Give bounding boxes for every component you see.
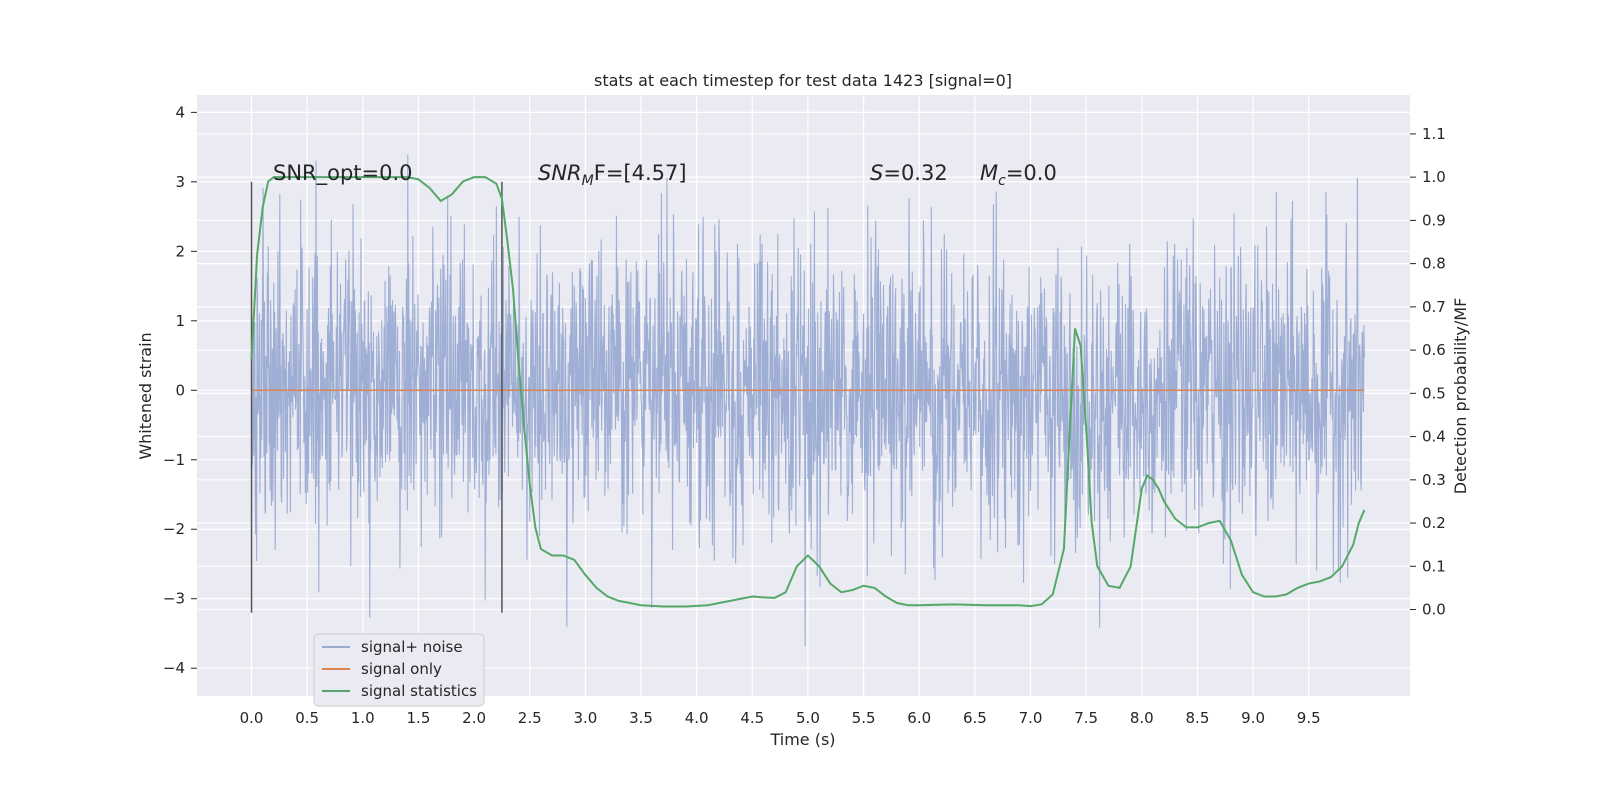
annotation-s: S=0.32 xyxy=(870,161,948,185)
y-left-tick-label: 0 xyxy=(175,381,185,399)
annotation-snr-opt: SNR_opt=0.0 xyxy=(273,161,413,186)
x-tick-label: 1.5 xyxy=(407,709,431,727)
y-axis-label-left: Whitened strain xyxy=(136,332,155,459)
y-left-tick-label: −3 xyxy=(163,590,185,608)
signal-noise-line xyxy=(250,154,1365,647)
y-left-tick-label: −2 xyxy=(163,520,185,538)
legend: signal+ noise signal only signal statist… xyxy=(313,633,485,707)
x-tick-label: 8.5 xyxy=(1186,709,1210,727)
y-right-tick-label: 1.0 xyxy=(1422,168,1446,186)
annotation-snr-mf-sub: M xyxy=(582,173,594,189)
legend-label-signal-statistics: signal statistics xyxy=(361,682,477,700)
annotation-s-prefix: S xyxy=(870,161,883,185)
y-right-tick-label: 0.5 xyxy=(1422,384,1446,402)
x-tick-label: 3.5 xyxy=(629,709,653,727)
signal-noise-series xyxy=(250,154,1365,647)
y-right-tick-label: 0.2 xyxy=(1422,514,1446,532)
y-left-tick-label: 2 xyxy=(175,242,185,260)
legend-box xyxy=(313,633,485,707)
x-tick-label: 3.0 xyxy=(573,709,597,727)
y-right-tick-label: 0.8 xyxy=(1422,255,1446,273)
signal-statistics-line xyxy=(250,176,1366,608)
annotation-snr-mf-suffix: F=[4.57] xyxy=(594,161,687,185)
annotation-mc-value: =0.0 xyxy=(1006,161,1057,185)
annotation-snr-mf: SNRMF=[4.57] xyxy=(538,161,687,189)
legend-label-signal-noise: signal+ noise xyxy=(361,638,463,656)
x-axis-label: Time (s) xyxy=(769,730,835,749)
legend-label-signal-only: signal only xyxy=(361,660,442,678)
y-right-tick-label: 0.6 xyxy=(1422,341,1446,359)
x-tick-label: 0.5 xyxy=(295,709,319,727)
axes: 0.0 0.5 1.0 1.5 2.0 2.5 3.0 3.5 4.0 4.5 5.0 5.5 6.0 6… xyxy=(163,103,1446,727)
annotation-mc-prefix: M xyxy=(980,161,998,185)
x-tick-label: 2.5 xyxy=(518,709,542,727)
y-left-tick-label: −4 xyxy=(163,659,185,677)
x-tick-label: 9.0 xyxy=(1241,709,1265,727)
x-tick-label: 8.0 xyxy=(1130,709,1154,727)
x-tick-label: 4.5 xyxy=(740,709,764,727)
x-tick-label: 7.5 xyxy=(1074,709,1098,727)
x-tick-label: 7.0 xyxy=(1019,709,1043,727)
y-left-tick-label: 4 xyxy=(175,103,185,121)
y-right-tick-label: 0.1 xyxy=(1422,557,1446,575)
chart-title: stats at each timestep for test data 142… xyxy=(594,71,1012,90)
y-right-tick-label: 1.1 xyxy=(1422,125,1446,143)
y-axis-label-right: Detection probability/MF xyxy=(1451,298,1470,495)
y-right-tick-label: 0.0 xyxy=(1422,601,1446,619)
y-right-tick-label: 0.9 xyxy=(1422,211,1446,229)
y-left-tick-label: −1 xyxy=(163,451,185,469)
annotation-mc-sub: c xyxy=(998,173,1006,189)
y-right-tick-label: 0.3 xyxy=(1422,471,1446,489)
y-right-tick-label: 0.4 xyxy=(1422,428,1446,446)
annotation-mc: Mc=0.0 xyxy=(980,161,1057,189)
x-tick-label: 6.0 xyxy=(907,709,931,727)
annotation-snr-mf-prefix: SNR xyxy=(538,161,582,185)
x-tick-label: 1.0 xyxy=(351,709,375,727)
annotation-s-value: =0.32 xyxy=(883,161,947,185)
x-tick-label: 5.0 xyxy=(796,709,820,727)
x-tick-label: 9.5 xyxy=(1297,709,1321,727)
y-left-tick-label: 3 xyxy=(175,173,185,191)
x-tick-label: 4.0 xyxy=(685,709,709,727)
y-left-tick-label: 1 xyxy=(175,312,185,330)
x-tick-label: 0.0 xyxy=(240,709,264,727)
x-tick-label: 2.0 xyxy=(462,709,486,727)
x-tick-label: 5.5 xyxy=(852,709,876,727)
y-right-tick-label: 0.7 xyxy=(1422,298,1446,316)
x-tick-label: 6.5 xyxy=(963,709,987,727)
data-layer xyxy=(250,176,1366,613)
